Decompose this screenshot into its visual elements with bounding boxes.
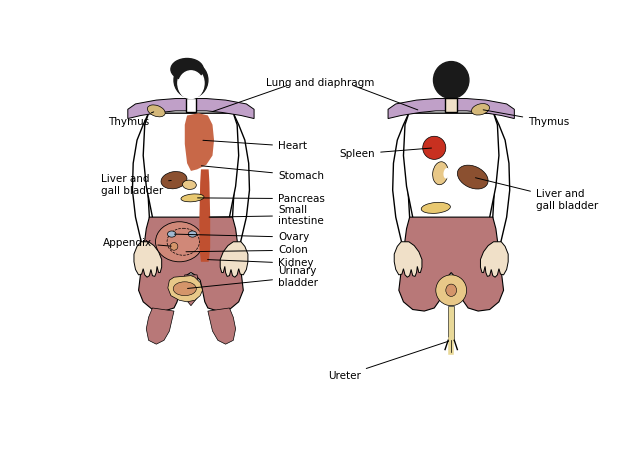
Text: Liver and
gall bladder: Liver and gall bladder <box>101 174 172 196</box>
Polygon shape <box>185 113 214 171</box>
Text: Heart: Heart <box>203 140 307 151</box>
Ellipse shape <box>147 105 165 117</box>
Ellipse shape <box>188 231 196 237</box>
Bar <box>186 98 196 112</box>
Circle shape <box>170 242 178 250</box>
Ellipse shape <box>446 284 456 296</box>
Text: Colon: Colon <box>186 245 308 255</box>
Text: Ovary: Ovary <box>175 232 309 242</box>
Ellipse shape <box>156 222 204 262</box>
Polygon shape <box>168 276 202 302</box>
Text: Liver and
gall bladder: Liver and gall bladder <box>476 178 598 211</box>
Polygon shape <box>134 242 162 277</box>
Text: Kidney: Kidney <box>207 258 314 269</box>
Ellipse shape <box>182 180 196 189</box>
Text: Thymus: Thymus <box>483 110 570 127</box>
Text: Spleen: Spleen <box>340 148 431 159</box>
Ellipse shape <box>171 58 204 80</box>
Polygon shape <box>128 98 254 119</box>
Text: Pancreas: Pancreas <box>198 194 325 204</box>
Text: Lung and diaphragm: Lung and diaphragm <box>266 78 374 88</box>
Polygon shape <box>220 113 250 267</box>
Ellipse shape <box>421 202 451 213</box>
Bar <box>445 98 458 112</box>
Ellipse shape <box>181 194 204 202</box>
Polygon shape <box>403 113 499 263</box>
Polygon shape <box>183 275 198 306</box>
Polygon shape <box>481 113 509 267</box>
Ellipse shape <box>458 165 488 189</box>
Polygon shape <box>481 242 508 277</box>
Polygon shape <box>388 98 515 119</box>
Ellipse shape <box>472 104 490 115</box>
Polygon shape <box>132 113 162 267</box>
Polygon shape <box>399 217 504 311</box>
Polygon shape <box>208 308 236 344</box>
Text: Stomach: Stomach <box>202 166 324 180</box>
Ellipse shape <box>433 62 469 98</box>
Text: Small
intestine: Small intestine <box>209 205 324 226</box>
Text: Ureter: Ureter <box>328 341 449 381</box>
Ellipse shape <box>178 68 204 98</box>
Polygon shape <box>147 308 174 344</box>
Ellipse shape <box>179 71 204 98</box>
Ellipse shape <box>433 162 448 185</box>
Ellipse shape <box>173 282 196 295</box>
Polygon shape <box>200 169 210 262</box>
Ellipse shape <box>161 172 187 189</box>
Polygon shape <box>139 217 243 311</box>
Polygon shape <box>393 113 422 267</box>
Ellipse shape <box>168 231 176 237</box>
Bar <box>448 306 454 340</box>
Ellipse shape <box>444 168 450 179</box>
Text: Thymus: Thymus <box>109 112 154 127</box>
Polygon shape <box>143 113 239 263</box>
Text: Urinary
bladder: Urinary bladder <box>188 266 318 288</box>
Circle shape <box>422 136 446 159</box>
Circle shape <box>436 275 467 306</box>
Text: Appendix: Appendix <box>103 238 172 247</box>
Ellipse shape <box>174 62 208 98</box>
Polygon shape <box>394 242 422 277</box>
Polygon shape <box>220 242 248 277</box>
